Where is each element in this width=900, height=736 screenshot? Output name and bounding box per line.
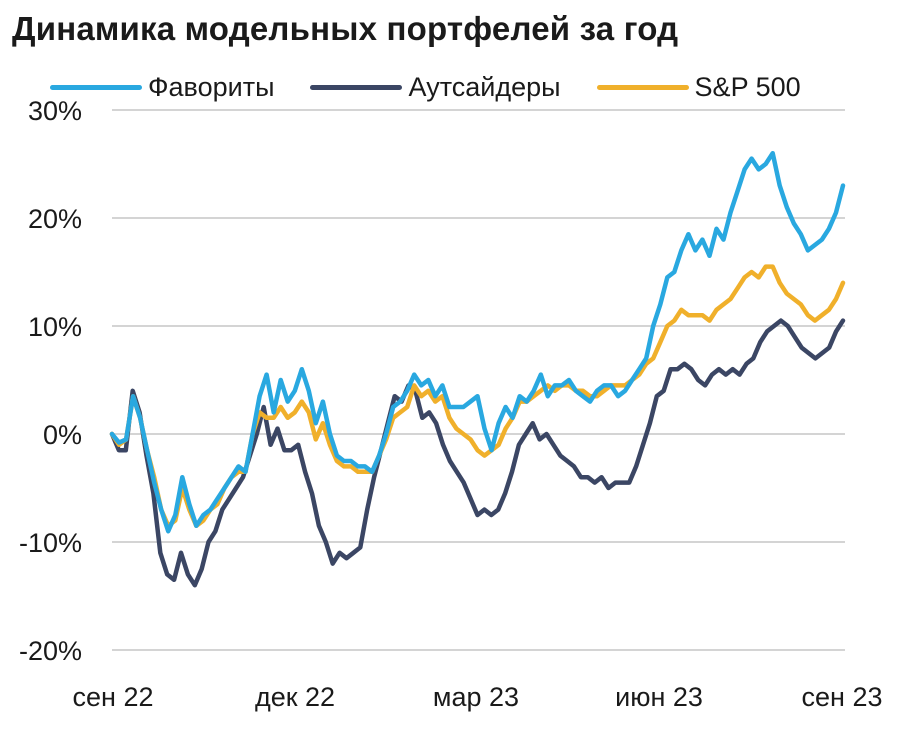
- chart-title: Динамика модельных портфелей за год: [12, 10, 679, 47]
- legend-swatch-favorites: [50, 85, 142, 90]
- y-tick-label: 0%: [43, 420, 82, 450]
- legend-label-favorites: Фавориты: [148, 72, 275, 102]
- x-axis-ticks: сен 22 дек 22 мар 23 июн 23 сен 23: [73, 682, 883, 712]
- legend: Фавориты Аутсайдеры S&P 500: [50, 72, 801, 103]
- x-tick-label: сен 23: [802, 682, 883, 712]
- y-tick-label: 20%: [28, 204, 82, 234]
- legend-label-sp500: S&P 500: [694, 72, 801, 102]
- x-tick-label: мар 23: [433, 682, 519, 712]
- y-axis-ticks: 30% 20% 10% 0% -10% -20%: [19, 96, 82, 666]
- x-tick-label: июн 23: [615, 682, 703, 712]
- legend-label-outsiders: Аутсайдеры: [408, 72, 561, 102]
- series-lines: [109, 150, 846, 588]
- series-line-favorites: [109, 150, 846, 534]
- legend-item-sp500: S&P 500: [596, 72, 801, 103]
- legend-swatch-outsiders: [310, 85, 403, 90]
- y-tick-label: -20%: [19, 636, 82, 666]
- y-tick-label: 10%: [28, 312, 82, 342]
- gridlines: [112, 109, 845, 651]
- legend-item-favorites: Фавориты: [50, 72, 274, 103]
- x-tick-label: сен 22: [73, 682, 154, 712]
- x-tick-label: дек 22: [255, 682, 335, 712]
- series-line-outsiders: [109, 318, 846, 588]
- legend-item-outsiders: Аутсайдеры: [310, 72, 561, 103]
- legend-swatch-sp500: [596, 85, 689, 90]
- y-tick-label: 30%: [28, 96, 82, 126]
- y-tick-label: -10%: [19, 528, 82, 558]
